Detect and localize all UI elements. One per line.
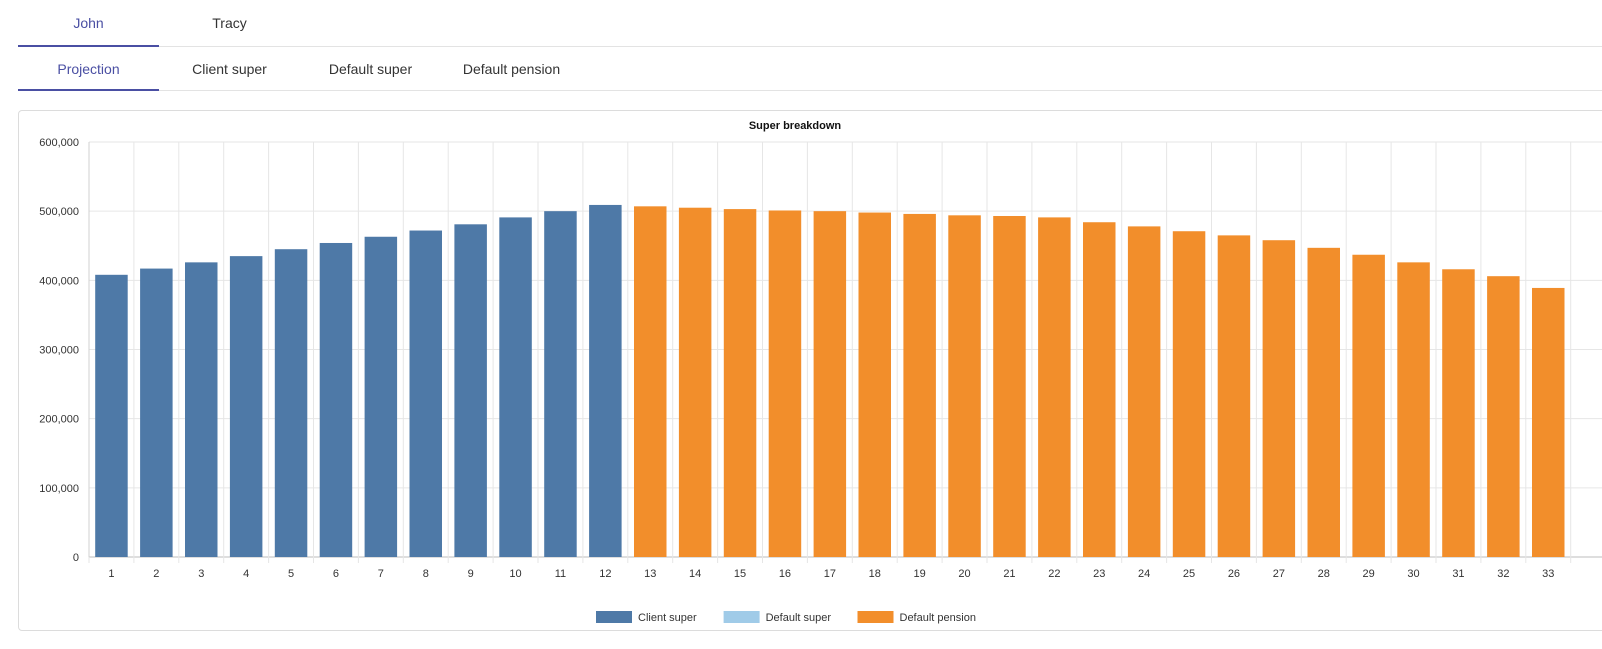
legend-swatch-client-super (596, 611, 632, 623)
bar-default-pension-27 (1263, 240, 1296, 557)
bar-default-pension-17 (814, 211, 847, 557)
x-tick-label: 10 (509, 568, 521, 580)
bar-default-pension-28 (1308, 248, 1341, 557)
bar-default-pension-24 (1128, 226, 1161, 557)
chart-card: Super breakdown 0 100,000 200,000 300,000 400… (18, 110, 1602, 631)
bar-default-pension-25 (1173, 231, 1206, 557)
bar-client-super-1 (95, 275, 128, 557)
bar-default-pension-26 (1218, 235, 1251, 557)
x-tick-label: 5 (288, 568, 294, 580)
bar-client-super-9 (454, 224, 487, 557)
x-tick-label: 4 (243, 568, 249, 580)
x-tick-label: 6 (333, 568, 339, 580)
x-tick-label: 22 (1048, 568, 1060, 580)
chart-title: Super breakdown (749, 120, 842, 132)
person-tabs: John Tracy (18, 0, 1602, 47)
x-tick-label: 1 (108, 568, 114, 580)
bar-default-pension-30 (1397, 262, 1430, 557)
bar-client-super-2 (140, 269, 173, 557)
x-tick-label: 13 (644, 568, 656, 580)
super-breakdown-chart: Super breakdown 0 100,000 200,000 300,000 400… (19, 111, 1602, 632)
bar-client-super-10 (499, 217, 532, 557)
x-tick-label: 23 (1093, 568, 1105, 580)
bar-client-super-11 (544, 211, 577, 557)
x-tick-label: 7 (378, 568, 384, 580)
x-tick-label: 24 (1138, 568, 1150, 580)
y-tick-label: 400,000 (39, 275, 79, 287)
y-tick-label: 300,000 (39, 345, 79, 357)
bar-default-pension-14 (679, 208, 712, 557)
x-tick-label: 29 (1363, 568, 1375, 580)
bar-default-pension-21 (993, 216, 1025, 557)
tab-projection[interactable]: Projection (18, 47, 159, 90)
bar-default-pension-13 (634, 206, 667, 557)
bar-default-pension-31 (1442, 269, 1475, 557)
bar-client-super-7 (365, 237, 398, 557)
x-tick-label: 21 (1003, 568, 1015, 580)
x-tick-label: 16 (779, 568, 791, 580)
tab-john[interactable]: John (18, 0, 159, 46)
bar-client-super-12 (589, 205, 622, 557)
x-tick-label: 11 (555, 568, 566, 580)
x-tick-label: 15 (734, 568, 746, 580)
tab-default-super[interactable]: Default super (300, 47, 441, 90)
bar-default-pension-19 (903, 214, 936, 557)
x-tick-label: 18 (869, 568, 881, 580)
tab-tracy[interactable]: Tracy (159, 0, 300, 46)
bar-client-super-6 (320, 243, 353, 557)
legend-swatch-default-pension (858, 611, 894, 623)
view-tabs: Projection Client super Default super Defau… (18, 47, 1602, 91)
x-tick-label: 30 (1407, 568, 1419, 580)
tab-client-super[interactable]: Client super (159, 47, 300, 90)
x-tick-label: 33 (1542, 568, 1554, 580)
x-tick-label: 32 (1497, 568, 1509, 580)
bar-client-super-3 (185, 262, 218, 557)
y-tick-label: 200,000 (39, 414, 79, 426)
bar-default-pension-18 (859, 213, 892, 557)
tab-default-pension[interactable]: Default pension (441, 47, 582, 90)
x-tick-label: 20 (958, 568, 970, 580)
x-tick-label: 28 (1318, 568, 1330, 580)
bar-default-pension-23 (1083, 222, 1116, 557)
legend-swatch-default-super (724, 611, 760, 623)
bar-client-super-5 (275, 249, 308, 557)
y-tick-label: 500,000 (39, 206, 79, 218)
legend-label-default-super: Default super (766, 612, 832, 624)
bar-default-pension-29 (1352, 255, 1385, 557)
y-tick-label: 100,000 (39, 483, 79, 495)
x-tick-label: 17 (824, 568, 836, 580)
bar-client-super-4 (230, 256, 263, 557)
legend-label-client-super: Client super (638, 612, 697, 624)
bar-default-pension-33 (1532, 288, 1565, 557)
bar-default-pension-15 (724, 209, 757, 557)
x-tick-label: 26 (1228, 568, 1240, 580)
y-tick-label: 0 (73, 552, 79, 564)
x-tick-label: 25 (1183, 568, 1195, 580)
bar-default-pension-22 (1038, 217, 1071, 557)
bar-client-super-8 (410, 231, 443, 557)
x-tick-label: 27 (1273, 568, 1285, 580)
x-tick-label: 3 (198, 568, 204, 580)
x-tick-label: 12 (599, 568, 611, 580)
x-tick-label: 19 (914, 568, 926, 580)
x-tick-label: 2 (153, 568, 159, 580)
x-tick-label: 9 (468, 568, 474, 580)
bar-default-pension-16 (769, 210, 802, 557)
bar-default-pension-32 (1487, 276, 1520, 557)
x-tick-label: 14 (689, 568, 701, 580)
y-tick-label: 600,000 (39, 137, 79, 149)
x-tick-label: 8 (423, 568, 429, 580)
bar-default-pension-20 (948, 215, 981, 557)
x-tick-label: 31 (1452, 568, 1464, 580)
legend-label-default-pension: Default pension (900, 612, 976, 624)
